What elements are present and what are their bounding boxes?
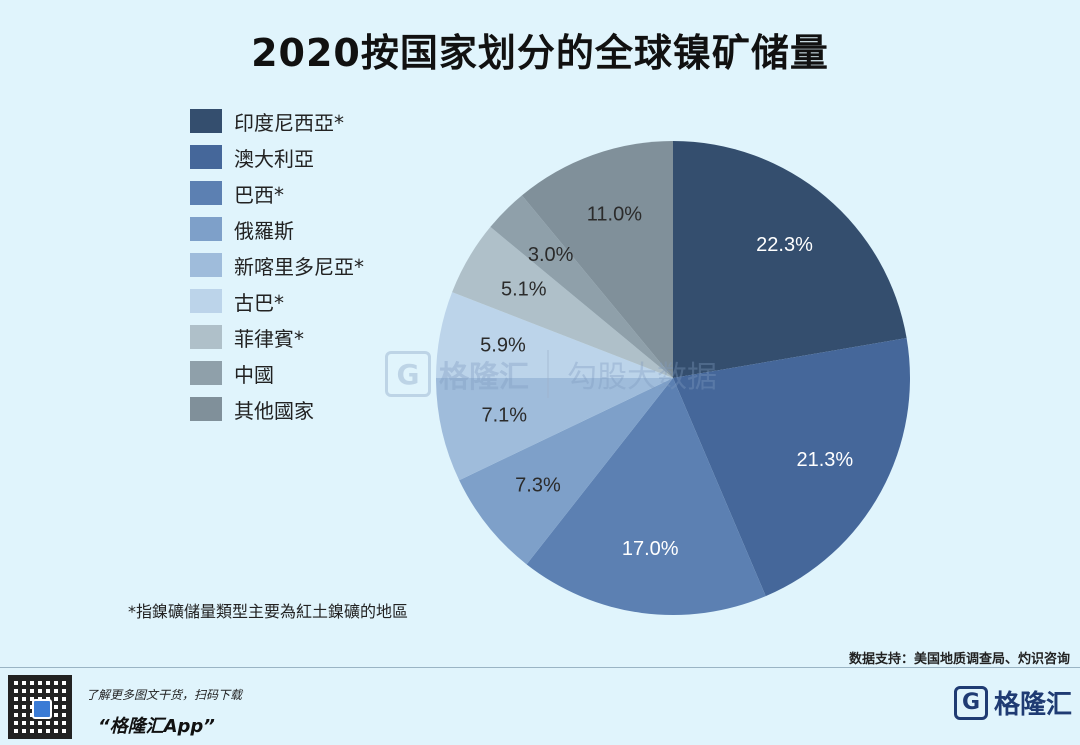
brand-mark-icon: G — [953, 685, 988, 720]
legend-item: 其他國家 — [190, 391, 364, 427]
slice-data-label: 7.3% — [515, 474, 561, 496]
legend-item: 中國 — [190, 355, 364, 391]
legend-item: 古巴* — [190, 283, 364, 319]
pie-slice — [436, 292, 673, 378]
footnote: *指鎳礦儲量類型主要為紅土鎳礦的地區 — [128, 602, 409, 621]
slice-data-label: 3.0% — [528, 244, 574, 266]
legend-label: 菲律賓* — [234, 326, 304, 351]
legend-label: 其他國家 — [234, 398, 314, 423]
legend-swatch — [190, 217, 222, 241]
legend-label: 新喀里多尼亞* — [234, 254, 364, 279]
legend-swatch — [190, 109, 222, 133]
chart-legend: 印度尼西亞* 澳大利亞巴西* 俄羅斯新喀里多尼亞* 古巴* 菲律賓* 中國其他國家 — [190, 103, 364, 427]
chart-title: 2020按国家划分的全球镍矿储量 — [251, 31, 829, 75]
legend-item: 印度尼西亞* — [190, 103, 364, 139]
pie-slice — [452, 226, 673, 378]
legend-label: 中國 — [234, 362, 274, 387]
pie-slice — [526, 378, 766, 615]
footer-divider — [0, 667, 1080, 668]
slice-data-label: 7.1% — [481, 405, 527, 427]
promo-text: 了解更多图文干货，扫码下载 — [86, 688, 243, 702]
legend-label: 巴西* — [234, 182, 284, 207]
legend-item: 澳大利亞 — [190, 139, 364, 175]
legend-label: 俄羅斯 — [234, 218, 294, 243]
pie-slice — [490, 195, 673, 378]
pie-slice — [521, 141, 673, 378]
pie-slices — [436, 141, 910, 615]
slice-data-label: 21.3% — [797, 449, 854, 471]
slice-data-label: 22.3% — [756, 234, 813, 256]
legend-label: 澳大利亞 — [234, 146, 314, 171]
app-name: “格隆汇App” — [98, 716, 215, 737]
legend-item: 新喀里多尼亞* — [190, 247, 364, 283]
legend-item: 俄羅斯 — [190, 211, 364, 247]
legend-label: 印度尼西亞* — [234, 110, 344, 135]
legend-swatch — [190, 253, 222, 277]
brand-logo: G 格隆汇 — [953, 684, 1072, 721]
data-source: 数据支持：美国地质调查局、灼识咨询 — [848, 652, 1070, 667]
slice-labels: 22.3% 21.3% 17.0% 7.3% 7.1% 5.9% 5.1% 3.0% 11.0% — [480, 203, 853, 559]
pie-slice — [673, 141, 907, 378]
pie-slice — [459, 378, 673, 565]
qr-logo-icon — [32, 699, 52, 719]
legend-swatch — [190, 181, 222, 205]
pie-slice — [673, 337, 910, 597]
slice-data-label: 11.0% — [587, 203, 642, 225]
pie-slice — [436, 378, 673, 481]
legend-item: 菲律賓* — [190, 319, 364, 355]
slice-data-label: 17.0% — [622, 538, 679, 560]
qr-code-icon[interactable] — [8, 675, 72, 739]
legend-swatch — [190, 325, 222, 349]
slice-data-label: 5.9% — [480, 334, 526, 356]
legend-item: 巴西* — [190, 175, 364, 211]
brand-name: 格隆汇 — [993, 690, 1072, 720]
legend-swatch — [190, 397, 222, 421]
legend-swatch — [190, 289, 222, 313]
legend-swatch — [190, 361, 222, 385]
legend-swatch — [190, 145, 222, 169]
slice-data-label: 5.1% — [501, 279, 547, 301]
legend-label: 古巴* — [234, 290, 284, 315]
